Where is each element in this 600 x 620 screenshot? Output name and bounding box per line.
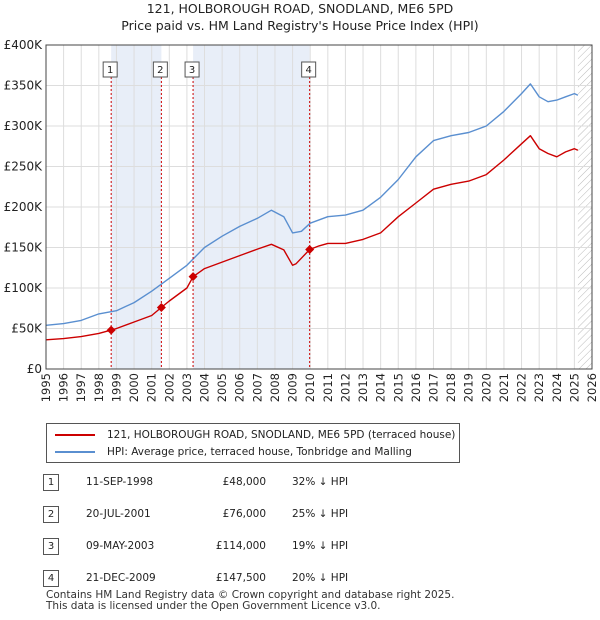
- transaction-marker-box: [184, 61, 200, 78]
- y-tick-label: £250K: [4, 160, 44, 174]
- x-tick-label: 2020: [479, 373, 493, 402]
- legend-item-property: 121, HOLBOROUGH ROAD, SNODLAND, ME6 5PD …: [55, 427, 455, 443]
- x-tick-label: 2022: [515, 373, 529, 402]
- y-tick-label: £200K: [4, 200, 44, 214]
- sale-point: [188, 272, 198, 282]
- footer-attribution: Contains HM Land Registry data © Crown c…: [46, 590, 454, 612]
- x-tick-label: 1999: [109, 373, 123, 402]
- sale-point: [156, 302, 166, 312]
- y-tick-label: £150K: [4, 241, 44, 255]
- transaction-number-badge: 1: [43, 474, 59, 491]
- legend-swatch-property: [55, 434, 95, 436]
- x-tick-label: 2010: [303, 373, 317, 402]
- transaction-price: £76,000: [222, 508, 266, 520]
- x-tick-label: 2024: [550, 373, 564, 402]
- transaction-number-badge: 4: [43, 570, 59, 587]
- x-tick-label: 2007: [250, 373, 264, 402]
- sale-point: [106, 325, 116, 335]
- x-tick-label: 2000: [127, 373, 141, 402]
- x-tick-label: 1997: [74, 373, 88, 402]
- x-tick-label: 2018: [444, 373, 458, 402]
- transaction-price: £114,000: [215, 540, 266, 552]
- transaction-date: 21-DEC-2009: [86, 572, 156, 584]
- chart-subtitle: Price paid vs. HM Land Registry's House …: [121, 18, 479, 33]
- transaction-hpi-diff: 19% ↓ HPI: [292, 540, 349, 552]
- x-tick-label: 2015: [391, 373, 405, 402]
- x-tick-label: 2006: [233, 373, 247, 402]
- x-tick-label: 2025: [567, 373, 581, 402]
- x-tick-label: 2001: [145, 373, 159, 402]
- chart-title: 121, HOLBOROUGH ROAD, SNODLAND, ME6 5PD: [146, 1, 454, 16]
- x-tick-label: 1996: [57, 373, 71, 402]
- transaction-price: £147,500: [215, 572, 266, 584]
- x-tick-label: 2009: [286, 373, 300, 402]
- transaction-hpi-diff: 32% ↓ HPI: [292, 476, 349, 488]
- x-tick-label: 2003: [180, 373, 194, 402]
- legend-item-hpi: HPI: Average price, terraced house, Tonb…: [55, 444, 412, 460]
- x-tick-label: 2012: [338, 373, 352, 402]
- chart-legend: 121, HOLBOROUGH ROAD, SNODLAND, ME6 5PD …: [46, 423, 460, 463]
- transaction-marker-label: 1: [107, 65, 113, 76]
- x-tick-label: 2023: [532, 373, 546, 402]
- x-tick-label: 2017: [426, 373, 440, 402]
- transaction-marker-label: 4: [305, 65, 311, 76]
- table-row: 4 21-DEC-2009 £147,500 20% ↓ HPI: [40, 570, 460, 590]
- y-tick-label: £350K: [4, 79, 44, 93]
- transaction-date: 09-MAY-2003: [86, 540, 155, 552]
- x-tick-label: 2019: [462, 373, 476, 402]
- y-tick-label: £50K: [11, 322, 43, 336]
- transaction-hpi-diff: 25% ↓ HPI: [292, 508, 349, 520]
- x-tick-label: 2013: [356, 373, 370, 402]
- plot-frame: [45, 44, 593, 370]
- x-tick-label: 2026: [585, 373, 599, 402]
- legend-swatch-hpi: [55, 451, 95, 453]
- x-tick-label: 2005: [215, 373, 229, 402]
- x-tick-label: 2008: [268, 373, 282, 402]
- table-row: 1 11-SEP-1998 £48,000 32% ↓ HPI: [40, 474, 460, 494]
- x-tick-label: 2014: [374, 373, 388, 402]
- x-tick-label: 2002: [162, 373, 176, 402]
- transaction-marker-box: [301, 61, 317, 78]
- x-tick-label: 1998: [92, 373, 106, 402]
- transaction-date: 20-JUL-2001: [86, 508, 151, 520]
- legend-label-hpi: HPI: Average price, terraced house, Tonb…: [107, 446, 412, 458]
- transaction-marker-box: [102, 61, 118, 78]
- hpi-series-line: [45, 83, 579, 326]
- transaction-number-badge: 3: [43, 538, 59, 555]
- transaction-marker-box: [152, 61, 168, 78]
- x-tick-label: 2004: [198, 373, 212, 402]
- y-tick-label: £400K: [4, 38, 44, 52]
- transaction-hpi-diff: 20% ↓ HPI: [292, 572, 349, 584]
- price-chart: 1 2 3 4 £0 £50K £100K £150K £200K £250K £300K £350…: [4, 38, 599, 402]
- table-row: 2 20-JUL-2001 £76,000 25% ↓ HPI: [40, 506, 460, 526]
- footer-line-2: This data is licensed under the Open Gov…: [46, 600, 381, 612]
- footer-line-1: Contains HM Land Registry data © Crown c…: [46, 589, 455, 601]
- x-tick-label: 2021: [497, 373, 511, 402]
- transaction-marker-label: 3: [189, 65, 195, 76]
- y-tick-label: £100K: [4, 281, 44, 295]
- transaction-number-badge: 2: [43, 506, 59, 523]
- table-row: 3 09-MAY-2003 £114,000 19% ↓ HPI: [40, 538, 460, 558]
- sale-point: [305, 245, 315, 255]
- x-tick-label: 2011: [321, 373, 335, 402]
- transaction-marker-label: 2: [157, 65, 163, 76]
- x-tick-label: 2016: [409, 373, 423, 402]
- transaction-date: 11-SEP-1998: [86, 476, 154, 488]
- transaction-price: £48,000: [222, 476, 266, 488]
- y-tick-label: £0: [27, 362, 42, 376]
- legend-label-property: 121, HOLBOROUGH ROAD, SNODLAND, ME6 5PD …: [107, 429, 456, 441]
- x-tick-label: 1995: [39, 373, 53, 402]
- y-tick-label: £300K: [4, 119, 44, 133]
